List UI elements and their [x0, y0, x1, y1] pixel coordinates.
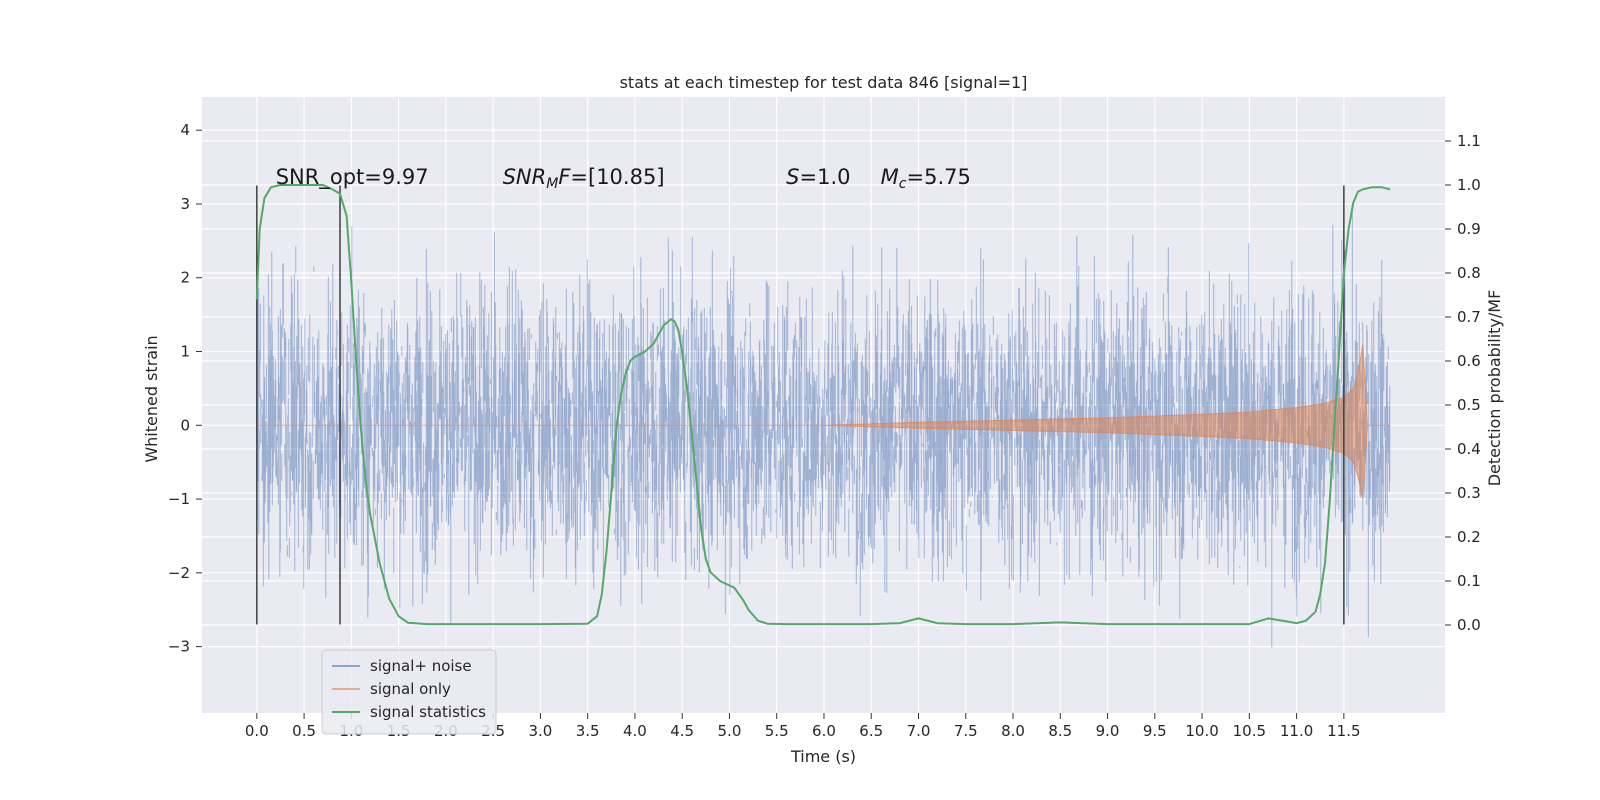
- x-tick-label: 8.0: [1001, 722, 1025, 740]
- x-tick-label: 10.0: [1185, 722, 1218, 740]
- y-tick-label: 3: [180, 195, 190, 213]
- y-tick-label: −3: [168, 638, 190, 656]
- y-tick-label: −1: [168, 490, 190, 508]
- y-axis-label: Whitened strain: [142, 335, 161, 462]
- x-tick-label: 6.0: [812, 722, 836, 740]
- y-tick-label: 4: [180, 121, 190, 139]
- x-tick-label: 4.0: [623, 722, 647, 740]
- y2-tick-label: 0.4: [1457, 440, 1481, 458]
- y-tick-label: 2: [180, 269, 190, 287]
- x-tick-label: 8.5: [1048, 722, 1072, 740]
- chart-title: stats at each timestep for test data 846…: [620, 73, 1028, 92]
- y2-tick-label: 0.8: [1457, 264, 1481, 282]
- y-axis-right: 0.0 0.1 0.2 0.3 0.4 0.5 0.6 0.7 0.8 0.9 1.0 1.1: [1445, 132, 1481, 634]
- y2-tick-label: 0.5: [1457, 396, 1481, 414]
- plot-marks: [255, 184, 1391, 648]
- x-tick-label: 10.5: [1233, 722, 1266, 740]
- legend-entry: signal statistics: [370, 703, 486, 721]
- annotation: Mc=5.75: [881, 165, 971, 192]
- x-tick-label: 11.0: [1280, 722, 1313, 740]
- x-tick-label: 5.5: [765, 722, 789, 740]
- x-tick-label: 4.5: [670, 722, 694, 740]
- annotation: S=1.0: [786, 165, 850, 189]
- x-tick-label: 7.0: [907, 722, 931, 740]
- y-tick-label: 0: [180, 416, 190, 434]
- annotation: SNRMF=[10.85]: [503, 165, 665, 192]
- y-tick-label: 1: [180, 343, 190, 361]
- x-tick-label: 3.5: [576, 722, 600, 740]
- y-axis-left: −3 −2 −1 0 1 2 3 4: [168, 121, 202, 656]
- y-tick-label: −2: [168, 564, 190, 582]
- y2-axis-label: Detection probability/MF: [1485, 290, 1504, 487]
- legend-entry: signal only: [370, 680, 451, 698]
- y2-tick-label: 0.0: [1457, 616, 1481, 634]
- series-signal-statistics: [255, 184, 1391, 626]
- y2-tick-label: 1.0: [1457, 176, 1481, 194]
- y2-tick-label: 0.6: [1457, 352, 1481, 370]
- x-tick-label: 0.0: [245, 722, 269, 740]
- series-signal-only: [256, 344, 1391, 500]
- x-tick-label: 6.5: [859, 722, 883, 740]
- y2-tick-label: 0.7: [1457, 308, 1481, 326]
- y2-tick-label: 0.3: [1457, 484, 1481, 502]
- y2-tick-label: 0.1: [1457, 572, 1481, 590]
- x-tick-label: 9.0: [1096, 722, 1120, 740]
- x-axis-label: Time (s): [790, 747, 856, 766]
- annotations: SNR_opt=9.97 SNRMF=[10.85] S=1.0 Mc=5.75: [276, 165, 971, 192]
- annotation: SNR_opt=9.97: [276, 165, 429, 190]
- x-tick-label: 9.5: [1143, 722, 1167, 740]
- x-tick-label: 7.5: [954, 722, 978, 740]
- legend-entry: signal+ noise: [370, 657, 472, 675]
- y2-tick-label: 0.2: [1457, 528, 1481, 546]
- x-tick-label: 3.0: [528, 722, 552, 740]
- x-tick-label: 11.5: [1327, 722, 1360, 740]
- y2-tick-label: 0.9: [1457, 220, 1481, 238]
- x-axis: 0.00.51.01.52.02.53.03.54.04.55.05.56.06…: [245, 713, 1361, 740]
- x-tick-label: 0.5: [292, 722, 316, 740]
- legend-box: [321, 649, 497, 735]
- legend: signal+ noise signal only signal statistic…: [321, 649, 497, 735]
- y2-tick-label: 1.1: [1457, 132, 1481, 150]
- x-tick-label: 5.0: [718, 722, 742, 740]
